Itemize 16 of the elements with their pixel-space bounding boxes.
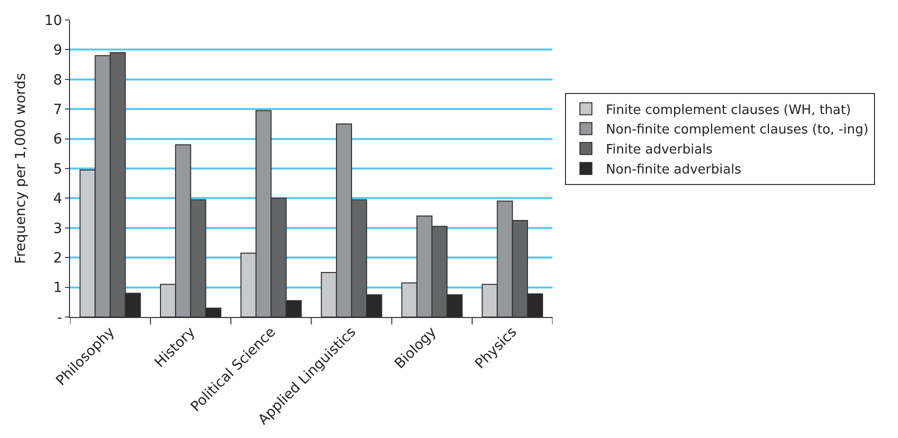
y-tick-label: 10 <box>44 12 62 29</box>
y-tick-label: 1 <box>53 280 62 296</box>
legend-label: Non-finite complement clauses (to, -ing) <box>606 122 868 138</box>
legend-label: Finite complement clauses (WH, that) <box>606 102 851 118</box>
y-tick-label: 7 <box>53 102 62 118</box>
y-tick-label: 5 <box>53 161 62 178</box>
y-axis-title: Frequency per 1,000 words <box>12 73 29 264</box>
y-tick-label: 9 <box>53 42 62 59</box>
y-tick-label: 6 <box>53 132 62 148</box>
y-tick-label: 8 <box>53 72 62 88</box>
legend-label: Non-finite adverbials <box>606 162 742 178</box>
y-tick-label: 2 <box>53 250 62 266</box>
y-tick-label: - <box>57 310 62 326</box>
legend-label: Finite adverbials <box>606 142 713 158</box>
y-tick-label: 3 <box>53 220 62 237</box>
y-tick-label: 4 <box>53 191 62 208</box>
